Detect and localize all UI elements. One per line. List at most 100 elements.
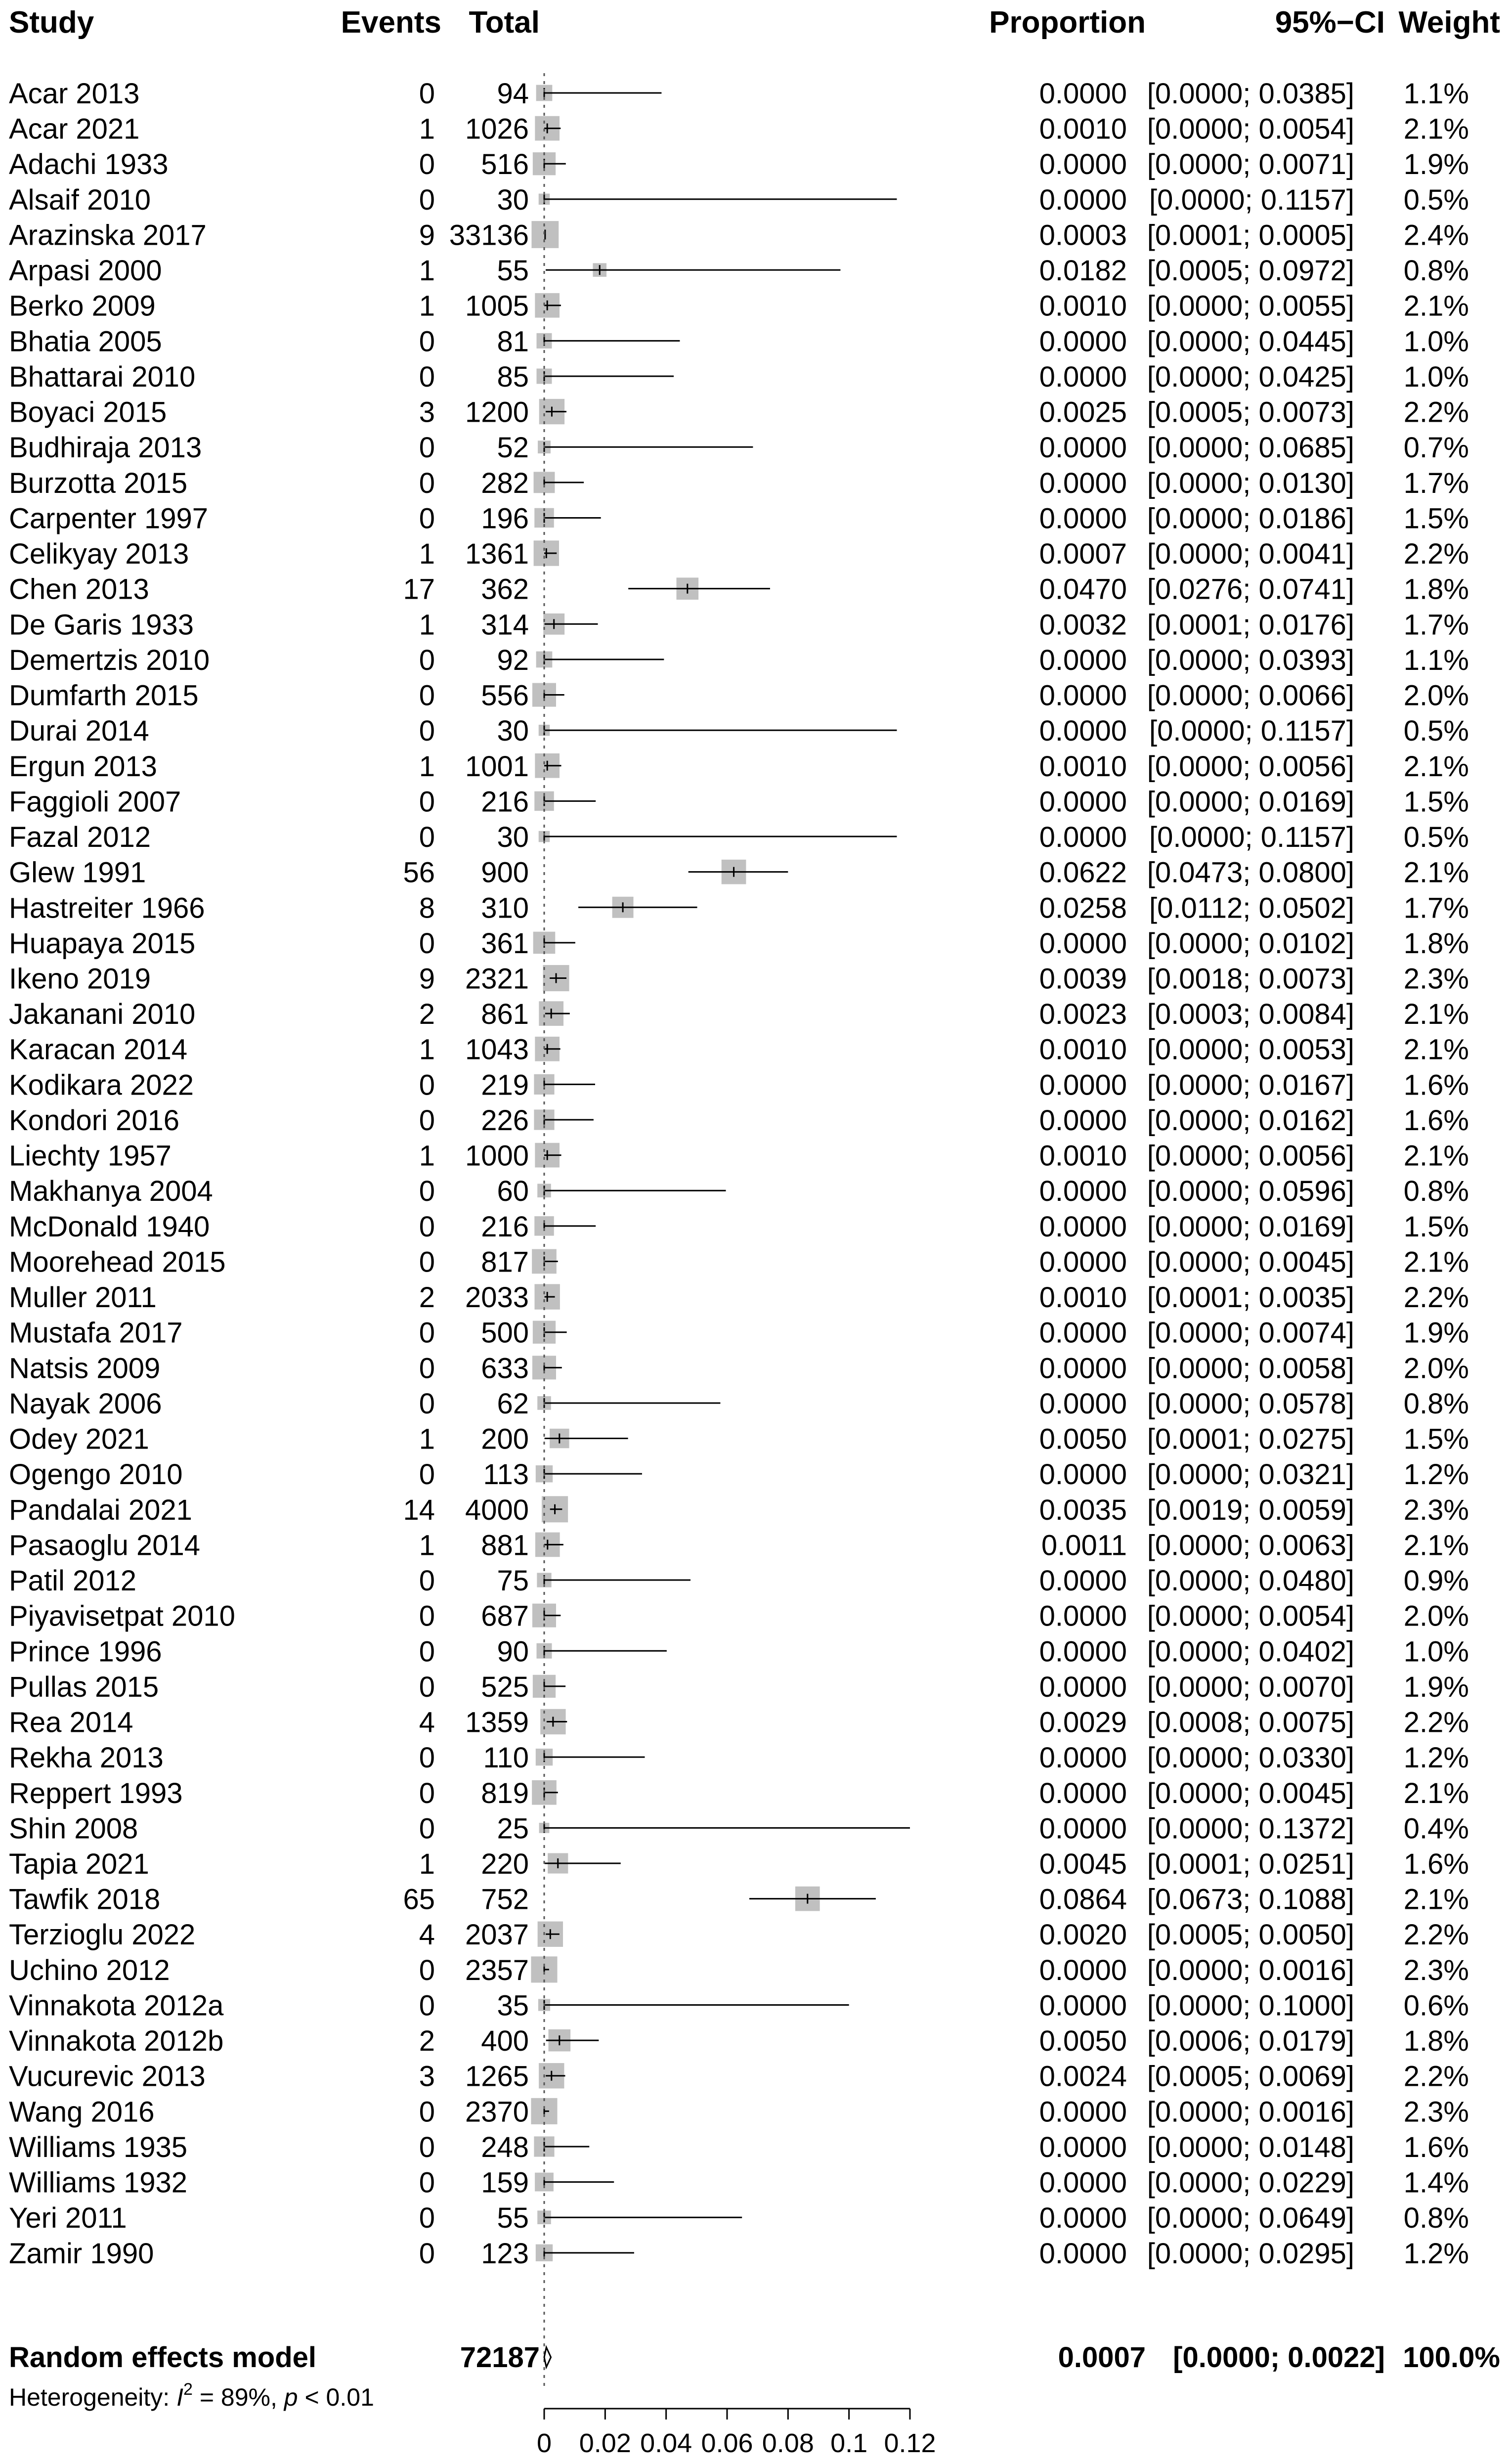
study-weight: 2.1% — [1404, 290, 1469, 322]
study-weight: 2.0% — [1404, 1600, 1469, 1632]
study-weight: 2.1% — [1404, 1034, 1469, 1066]
summary-ci: [0.0000; 0.0022] — [1173, 2341, 1385, 2374]
study-name: Boyaci 2015 — [9, 396, 167, 429]
study-events: 0 — [419, 1069, 435, 1101]
study-weight: 0.8% — [1404, 1175, 1469, 1207]
study-total: 500 — [481, 1317, 529, 1349]
study-total: 861 — [481, 998, 529, 1030]
study-proportion: 0.0000 — [1039, 786, 1127, 818]
study-events: 1 — [419, 1034, 435, 1066]
study-proportion: 0.0000 — [1039, 1565, 1127, 1597]
study-ci: [0.0000; 0.0045] — [1147, 1246, 1354, 1278]
study-row: Rea 2014 4 1359 0.0029 [0.0008; 0.0075] 2.2% — [9, 1707, 1469, 1739]
study-weight: 2.1% — [1404, 1140, 1469, 1172]
study-name: Ogengo 2010 — [9, 1458, 183, 1491]
study-weight: 0.7% — [1404, 432, 1469, 464]
study-name: Ikeno 2019 — [9, 963, 151, 995]
study-name: Hastreiter 1966 — [9, 892, 205, 924]
study-ci: [0.0000; 0.0162] — [1147, 1104, 1354, 1137]
study-weight: 1.6% — [1404, 1848, 1469, 1880]
study-total: 62 — [497, 1388, 529, 1420]
study-events: 0 — [419, 2167, 435, 2199]
study-ci: [0.0005; 0.0073] — [1147, 396, 1354, 429]
study-proportion: 0.0023 — [1039, 998, 1127, 1030]
study-row: Odey 2021 1 200 0.0050 [0.0001; 0.0275] 1.5% — [9, 1423, 1469, 1455]
study-events: 0 — [419, 1671, 435, 1703]
study-weight: 2.2% — [1404, 1919, 1469, 1951]
study-ci: [0.0112; 0.0502] — [1149, 892, 1354, 924]
study-name: Budhiraja 2013 — [9, 432, 202, 464]
summary-proportion: 0.0007 — [1058, 2341, 1146, 2374]
study-weight: 0.8% — [1404, 255, 1469, 287]
study-proportion: 0.0029 — [1039, 1707, 1127, 1739]
study-events: 0 — [419, 1352, 435, 1384]
study-events: 0 — [419, 1246, 435, 1278]
study-proportion: 0.0045 — [1039, 1848, 1127, 1880]
study-events: 0 — [419, 680, 435, 712]
study-ci: [0.0000; 0.0058] — [1147, 1352, 1354, 1384]
study-row: Ogengo 2010 0 113 0.0000 [0.0000; 0.0321] 1.2… — [9, 1458, 1469, 1491]
study-name: Vinnakota 2012a — [9, 1989, 224, 2022]
study-total: 2370 — [465, 2096, 529, 2128]
study-ci: [0.0003; 0.0084] — [1147, 998, 1354, 1030]
study-row: Demertzis 2010 0 92 0.0000 [0.0000; 0.0393] 1… — [9, 644, 1469, 676]
study-proportion: 0.0039 — [1039, 963, 1127, 995]
study-ci: [0.0001; 0.0035] — [1147, 1281, 1354, 1314]
study-proportion: 0.0035 — [1039, 1494, 1127, 1526]
study-weight: 1.7% — [1404, 467, 1469, 499]
study-proportion: 0.0000 — [1039, 1742, 1127, 1774]
study-proportion: 0.0007 — [1039, 538, 1127, 570]
study-ci: [0.0000; 0.0425] — [1147, 361, 1354, 393]
study-proportion: 0.0000 — [1039, 78, 1127, 110]
study-weight: 1.1% — [1404, 644, 1469, 676]
study-row: De Garis 1933 1 314 0.0032 [0.0001; 0.0176] 1… — [9, 609, 1469, 641]
study-proportion: 0.0000 — [1039, 1458, 1127, 1491]
study-events: 1 — [419, 1848, 435, 1880]
study-proportion: 0.0258 — [1039, 892, 1127, 924]
study-name: Nayak 2006 — [9, 1388, 162, 1420]
study-events: 0 — [419, 184, 435, 216]
study-name: Bhatia 2005 — [9, 325, 162, 357]
study-total: 1361 — [465, 538, 529, 570]
study-ci: [0.0000; 0.0056] — [1147, 750, 1354, 783]
study-proportion: 0.0182 — [1039, 255, 1127, 287]
summary-total: 72187 — [460, 2341, 540, 2374]
study-proportion: 0.0000 — [1039, 1352, 1127, 1384]
header-total: Total — [469, 5, 540, 40]
study-events: 0 — [419, 644, 435, 676]
study-ci: [0.0000; 0.0480] — [1147, 1565, 1354, 1597]
study-weight: 1.2% — [1404, 2238, 1469, 2270]
study-events: 1 — [419, 255, 435, 287]
study-proportion: 0.0000 — [1039, 1317, 1127, 1349]
study-total: 110 — [483, 1742, 529, 1774]
study-row: Moorehead 2015 0 817 0.0000 [0.0000; 0.0045]… — [9, 1246, 1469, 1278]
study-name: Yeri 2011 — [9, 2202, 127, 2234]
study-proportion: 0.0000 — [1039, 2167, 1127, 2199]
study-total: 633 — [481, 1352, 529, 1384]
study-proportion: 0.0000 — [1039, 1671, 1127, 1703]
study-name: Chen 2013 — [9, 573, 149, 606]
study-total: 516 — [481, 148, 529, 180]
study-total: 248 — [481, 2131, 529, 2163]
study-weight: 1.9% — [1404, 1671, 1469, 1703]
study-weight: 1.4% — [1404, 2167, 1469, 2199]
study-name: Shin 2008 — [9, 1812, 138, 1845]
study-events: 0 — [419, 1317, 435, 1349]
study-ci: [0.0000; 0.0649] — [1147, 2202, 1354, 2234]
study-name: Tawfik 2018 — [9, 1884, 160, 1916]
study-row: Pandalai 2021 14 4000 0.0035 [0.0019; 0.0059… — [9, 1494, 1469, 1526]
study-weight: 1.2% — [1404, 1458, 1469, 1491]
summary-row: Random effects model 72187 0.0007 [0.000… — [9, 2341, 1500, 2374]
study-total: 33136 — [449, 219, 529, 251]
x-tick-label: 0.04 — [640, 2428, 692, 2458]
study-name: Pullas 2015 — [9, 1671, 159, 1703]
study-name: Pasaoglu 2014 — [9, 1529, 200, 1561]
study-events: 56 — [403, 857, 435, 889]
study-total: 310 — [481, 892, 529, 924]
study-total: 30 — [497, 715, 529, 747]
study-total: 1265 — [465, 2061, 529, 2093]
study-ci: [0.0000; 0.0054] — [1147, 113, 1354, 145]
study-total: 1026 — [465, 113, 529, 145]
study-name: Terzioglu 2022 — [9, 1919, 195, 1951]
